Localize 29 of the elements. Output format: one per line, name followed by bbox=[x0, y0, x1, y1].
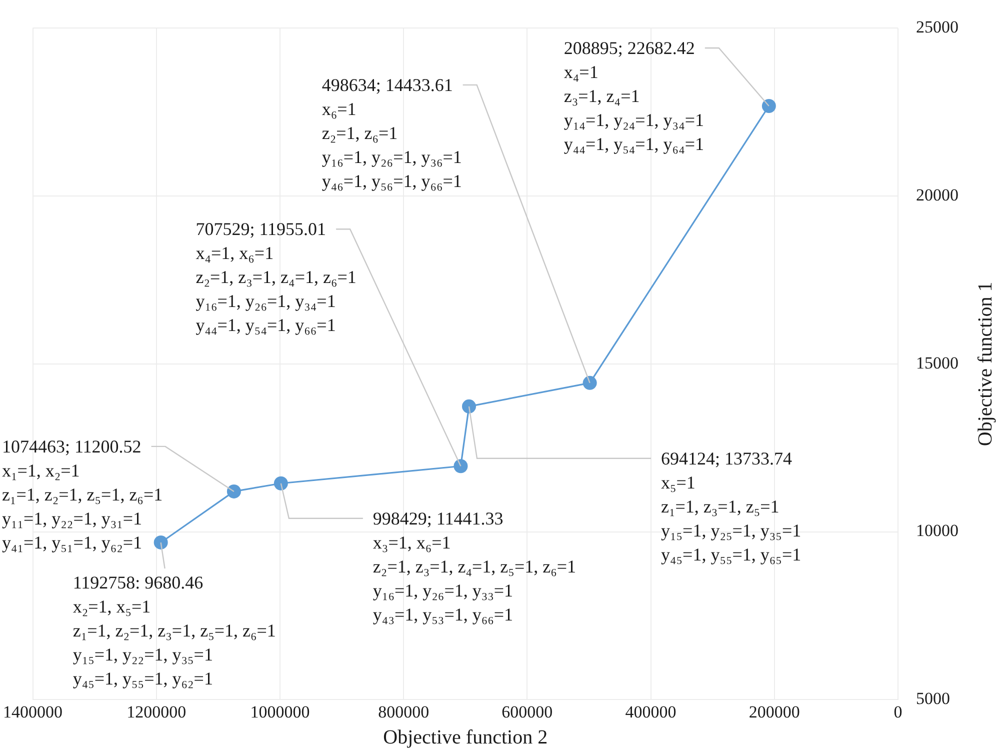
annotation: 208895; 22682.42 x₄=1 z₃=1, z₄=1 y₁₄=1, y₂₄=1, y₃₄=1 y₄₄=1, y₅₄=1, y₆₄=1 bbox=[564, 38, 704, 154]
annotation: 498634; 14433.61 x₆=1 z₂=1, z₆=1 y₁₆=1, y₂₆=1, y₃₆=1 y₄₆=1, y₅₆=1, y₆₆=1 bbox=[322, 74, 462, 191]
x-tick-label: 1200000 bbox=[126, 702, 186, 722]
point bbox=[582, 376, 597, 390]
point bbox=[462, 399, 476, 414]
point bbox=[154, 535, 168, 550]
x-tick-label: 0 bbox=[894, 702, 902, 722]
x-tick-label: 600000 bbox=[502, 702, 553, 722]
annotation: 694124; 13733.74 x₅=1 z₁=1, z₃=1, z₅=1 y₁₅=1, y₂₅=1, y₃₅=1 y₄₅=1, y₅₅=1, y₆₅=1 bbox=[661, 448, 802, 564]
y-tick-label: 10000 bbox=[916, 521, 958, 540]
x-tick-label: 1400000 bbox=[3, 702, 62, 722]
x-tick-label: 1000000 bbox=[250, 702, 310, 722]
y-tick-label: 5000 bbox=[916, 689, 950, 708]
x-axis-title: Objective function 2 bbox=[383, 726, 548, 748]
x-tick-label: 400000 bbox=[625, 702, 676, 722]
annotation: 1192758: 9680.46 x₂=1, x₅=1 z₁=1, z₂=1, z₃=1, z₅=1, z₆=1 y₁₅=1, y₂₂=1, y₃₅=1 y₄₅=1, y₅₅=1, y₆₂=1 bbox=[72, 572, 276, 688]
annotation: 1074463; 11200.52 x₁=1, x₂=1 z₁=1, z₂=1, z₅=1, z₆=1 y₁₁=1, y₂₂=1, y₃₁=1 y₄₁=1, y₅₁=1, y₆₂=1 bbox=[2, 436, 163, 552]
annotation: 707529; 11955.01 x₄=1, x₆=1 z₂=1, z₃=1, z₄=1, z₆=1 y₁₆=1, y₂₆=1, y₃₄=1 y₄₄=1, y₅₄=1, y₆₆=1 bbox=[196, 219, 356, 336]
point bbox=[226, 484, 241, 498]
y-tick-label: 20000 bbox=[916, 186, 958, 205]
y-axis-title: Objective function 1 bbox=[974, 282, 996, 446]
point bbox=[762, 99, 776, 113]
point bbox=[274, 476, 288, 490]
annotation: 998429; 11441.33 x₃=1, x₆=1 z₂=1, z₃=1, z₄=1, z₅=1, z₆=1 y₁₆=1, y₂₆=1, y₃₃=1 y₄₃=1, y₅₃=1, y₆₆=1 bbox=[372, 508, 576, 624]
point bbox=[454, 459, 468, 474]
y-tick-label: 15000 bbox=[916, 353, 958, 372]
x-tick-label: 200000 bbox=[748, 702, 800, 722]
y-tick-label: 25000 bbox=[916, 18, 958, 37]
x-tick-label: 800000 bbox=[378, 702, 430, 722]
